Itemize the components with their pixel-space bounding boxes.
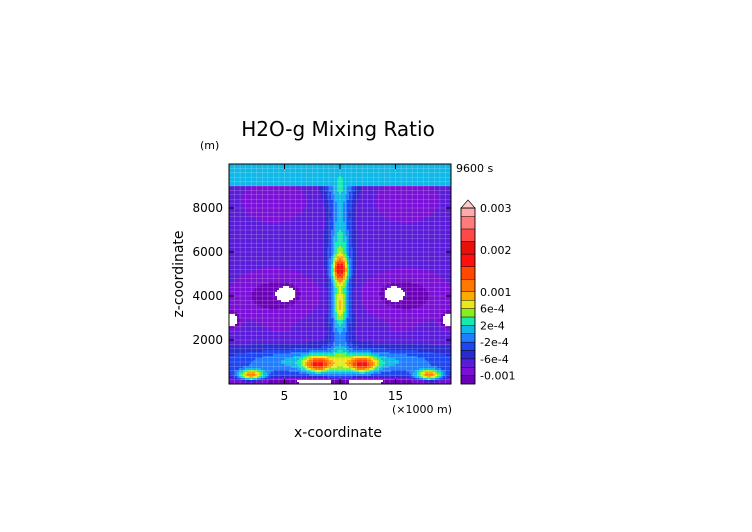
y-tick-label: 4000 [192, 289, 223, 303]
colorbar-swatch [460, 241, 476, 255]
y-tick-label: 6000 [192, 245, 223, 259]
colorbar-swatch [460, 266, 476, 280]
colorbar-extend-arrow [460, 199, 476, 209]
colorbar-tick-label: 0.002 [480, 244, 512, 257]
colorbar-tick-label: 0.003 [480, 202, 512, 215]
contour-field [229, 164, 452, 385]
colorbar-swatch [460, 316, 476, 326]
plot-area [228, 163, 452, 385]
x-tick-label: 15 [388, 389, 403, 403]
colorbar-tick-label: -0.001 [480, 370, 515, 383]
x-tick-label: 5 [281, 389, 289, 403]
x-axis: 5 10 15 [281, 164, 403, 403]
colorbar-swatch [460, 279, 476, 293]
x-axis-label: x-coordinate [294, 425, 382, 441]
colorbar-tick-label: 2e-4 [480, 319, 505, 332]
time-label: 9600 s [456, 162, 493, 175]
y-tick-label: 8000 [192, 201, 223, 215]
y-tick-label: 2000 [192, 333, 223, 347]
x-tick-label: 10 [332, 389, 347, 403]
colorbar-tick-label: -2e-4 [480, 336, 509, 349]
y-axis-label: z-coordinate [171, 230, 187, 317]
chart-title: H2O-g Mixing Ratio [241, 117, 435, 141]
colorbar-swatch [460, 333, 476, 343]
colorbar-swatch [460, 228, 476, 242]
colorbar-swatch [460, 325, 476, 334]
grid-lines [229, 164, 451, 384]
colorbar-swatch [460, 291, 476, 301]
y-axis: 2000 4000 6000 8000 [192, 201, 451, 347]
colorbar-swatch [460, 299, 476, 309]
y-unit-label: (m) [200, 139, 219, 152]
colorbar-tick-label: -6e-4 [480, 353, 509, 366]
colorbar-swatch [460, 358, 476, 368]
colorbar-swatch [460, 350, 476, 360]
colorbar-tick-label: 0.001 [480, 286, 512, 299]
colorbar-swatch [460, 367, 476, 376]
colorbar-swatch [460, 308, 476, 318]
x-unit-label: (×1000 m) [392, 403, 452, 416]
colorbar-swatch [460, 216, 476, 230]
colorbar-swatch [460, 253, 476, 267]
colorbar-swatch [460, 375, 476, 385]
colorbar-frame [460, 207, 476, 385]
colorbar-swatch [460, 341, 476, 351]
colorbar-swatch [460, 207, 476, 217]
colorbar-tick-label: 6e-4 [480, 303, 505, 316]
colorbar: 0.003 0.002 0.001 6e-4 2e-4 -2e-4 -6e-4 -0.001 [460, 199, 515, 385]
